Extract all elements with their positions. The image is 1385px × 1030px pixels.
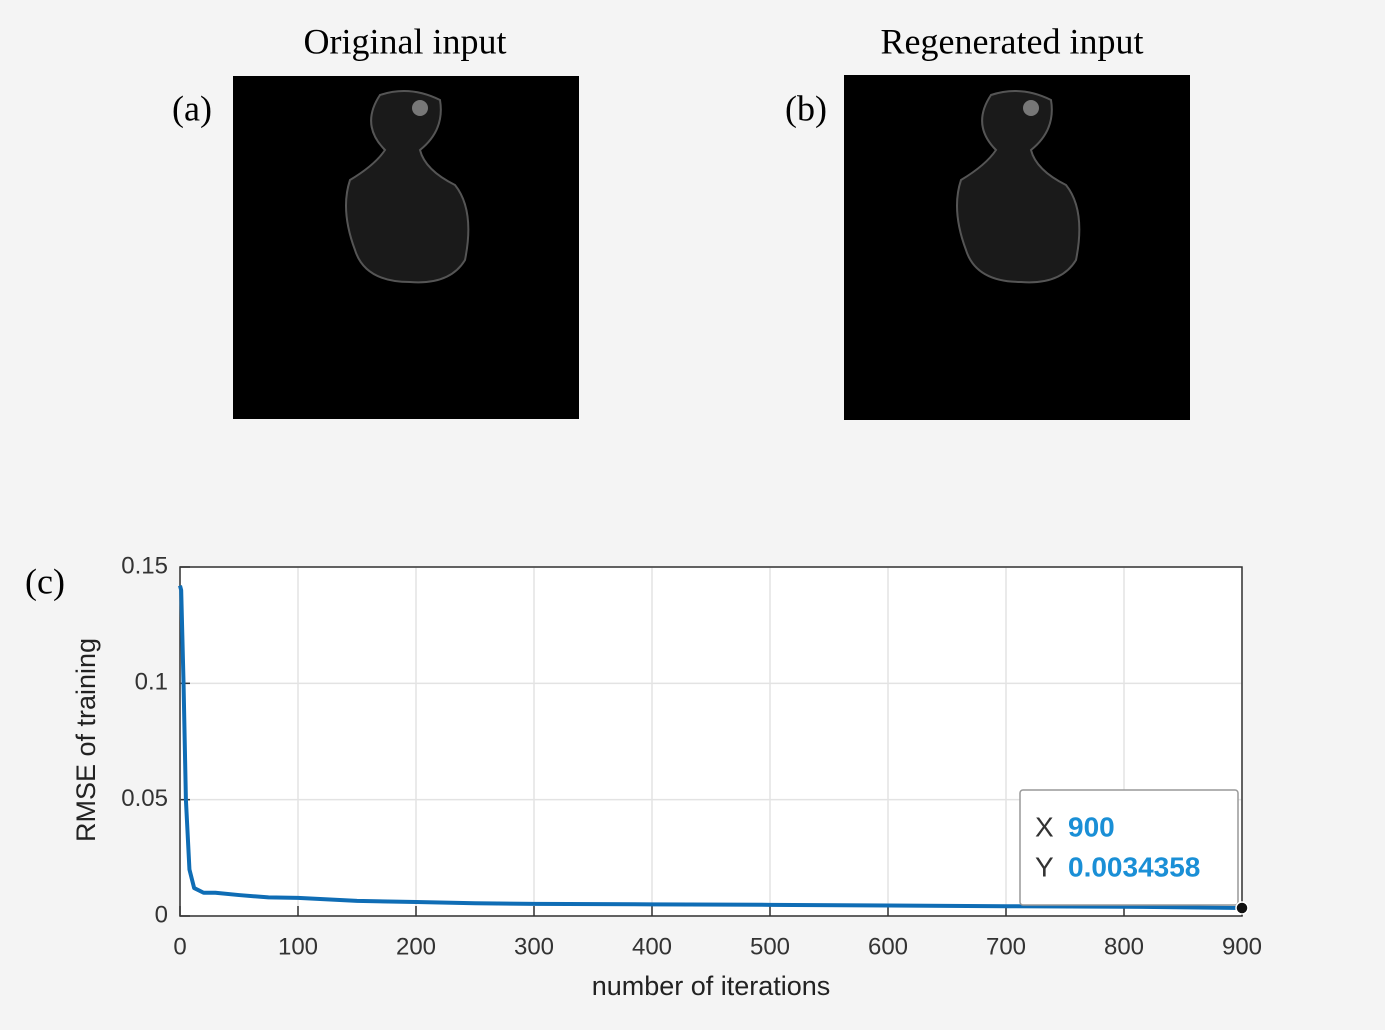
- x-tick-label: 700: [986, 933, 1026, 960]
- image-original: [233, 76, 579, 419]
- x-tick-label: 400: [632, 933, 672, 960]
- panel-label: (a): [172, 88, 212, 128]
- y-tick-label: 0.1: [135, 669, 168, 696]
- y-axis-label: RMSE of training: [71, 638, 101, 842]
- x-tick-label: 100: [278, 933, 318, 960]
- x-tick-label: 200: [396, 933, 436, 960]
- image-regenerated: [844, 75, 1190, 420]
- x-axis-label: number of iterations: [592, 971, 831, 1001]
- x-tick-label: 600: [868, 933, 908, 960]
- x-tick-label: 500: [750, 933, 790, 960]
- datatip-label: X: [1035, 811, 1054, 842]
- line: [178, 585, 1243, 911]
- y-tick-label: 0.15: [121, 552, 168, 579]
- datatip-marker: [1235, 901, 1249, 915]
- datatip-box: [1019, 789, 1239, 906]
- image-title: Regenerated input: [881, 21, 1144, 61]
- datatip-value: 900: [1068, 811, 1115, 842]
- y-tick-label: 0: [155, 901, 168, 928]
- axes-frame: [179, 566, 1243, 917]
- x-tick-label: 300: [514, 933, 554, 960]
- x-tick-label: 800: [1104, 933, 1144, 960]
- image-title: Original input: [304, 21, 507, 61]
- panel-label: (b): [785, 88, 827, 128]
- x-tick-label: 0: [173, 933, 186, 960]
- datatip-label: Y: [1035, 851, 1054, 882]
- y-tick-label: 0.05: [121, 785, 168, 812]
- datatip-value: 0.0034358: [1068, 851, 1200, 882]
- chart: 0 0.05 0.1 0.15 0 100 200 300 400 500 600 700 800 900…: [71, 552, 1262, 1001]
- panel-label: (c): [25, 561, 65, 601]
- x-tick-label: 900: [1222, 933, 1262, 960]
